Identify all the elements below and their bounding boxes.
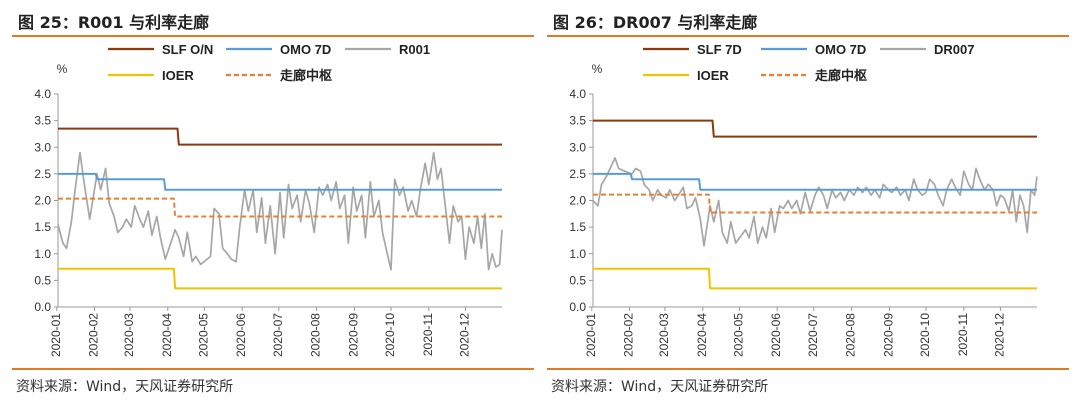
x-tick-label: 2020-01 xyxy=(49,313,63,357)
y-tick-label: 1.0 xyxy=(569,247,586,261)
y-tick-label: 3.5 xyxy=(34,114,51,128)
x-tick-label: 2020-03 xyxy=(657,313,671,357)
title-rule xyxy=(12,35,534,37)
x-tick-label: 2020-05 xyxy=(731,313,745,357)
y-unit-label: % xyxy=(57,62,68,76)
y-tick-label: 4.0 xyxy=(34,87,51,101)
y-unit-label: % xyxy=(592,62,603,76)
y-tick-label: 2.5 xyxy=(34,167,51,181)
x-tick-label: 2020-04 xyxy=(695,313,709,357)
legend-label: 走廊中枢 xyxy=(280,68,332,83)
x-tick-label: 2020-12 xyxy=(457,313,471,357)
y-tick-label: 1.5 xyxy=(34,220,51,234)
x-tick-label: 2020-11 xyxy=(956,313,970,356)
y-tick-label: 3.0 xyxy=(34,140,51,154)
legend-label: SLF O/N xyxy=(162,42,213,57)
series-line-corridor xyxy=(593,193,1037,214)
x-tick-label: 2020-11 xyxy=(421,313,435,356)
chart-panel-r001: 图 25：R001 与利率走廊 % 0.0 0.5 1.0 1.5 2.0 2.5 3.0 3.… xyxy=(12,0,534,402)
source-note: 资料来源：Wind，天风证券研究所 xyxy=(16,379,234,395)
series-line-ioer xyxy=(593,267,1037,290)
y-tick-label: 2.5 xyxy=(569,167,586,181)
y-tick-label: 0.0 xyxy=(569,300,586,314)
legend-rate: R001 xyxy=(345,42,430,57)
title-rule xyxy=(547,35,1069,37)
source-note: 资料来源：Wind，天风证券研究所 xyxy=(551,379,769,395)
x-tick-label: 2020-02 xyxy=(87,313,101,357)
x-tick-label: 2020-10 xyxy=(383,313,397,357)
legend-label: OMO 7D xyxy=(280,42,331,57)
legend-label: R001 xyxy=(399,42,430,57)
legend-slf: SLF 7D xyxy=(643,42,742,57)
r001-corridor-chart: % 0.0 0.5 1.0 1.5 2.0 2.5 3.0 3.5 4.0 2020-01 2020-… xyxy=(34,42,503,357)
x-tick-label: 2020-06 xyxy=(234,313,248,357)
y-tick-label: 0.5 xyxy=(34,273,51,287)
legend-label: OMO 7D xyxy=(815,42,866,57)
series-line-rate xyxy=(57,151,503,271)
source-rule xyxy=(547,368,1069,370)
series-line-slf xyxy=(593,119,1037,138)
series-line-corridor xyxy=(58,197,502,218)
source-rule xyxy=(12,368,534,370)
legend-label: IOER xyxy=(162,68,194,83)
y-tick-label: 1.0 xyxy=(34,247,51,261)
y-tick-label: 3.0 xyxy=(569,140,586,154)
x-tick-label: 2020-02 xyxy=(622,313,636,357)
legend-label: DR007 xyxy=(934,42,974,57)
y-tick-label: 4.0 xyxy=(569,87,586,101)
series-line-slf xyxy=(58,127,502,146)
x-tick-label: 2020-12 xyxy=(992,313,1006,357)
y-tick-label: 0.5 xyxy=(569,273,586,287)
legend-ioer: IOER xyxy=(108,68,194,83)
x-tick-label: 2020-08 xyxy=(844,313,858,357)
series-line-ioer xyxy=(58,267,502,290)
x-tick-label: 2020-07 xyxy=(271,313,285,357)
dr007-corridor-chart: % 0.0 0.5 1.0 1.5 2.0 2.5 3.0 3.5 4.0 2020-01 2020-… xyxy=(569,42,1038,357)
x-tick-label: 2020-09 xyxy=(346,313,360,357)
legend-omo: OMO 7D xyxy=(761,42,866,57)
x-tick-label: 2020-07 xyxy=(806,313,820,357)
x-tick-label: 2020-01 xyxy=(584,313,598,357)
x-tick-label: 2020-05 xyxy=(196,313,210,357)
chart-panel-dr007: 图 26：DR007 与利率走廊 % 0.0 0.5 1.0 1.5 2.0 2.5 3.0 3… xyxy=(547,0,1069,402)
x-tick-label: 2020-08 xyxy=(309,313,323,357)
legend-label: 走廊中枢 xyxy=(815,68,867,83)
legend-slf: SLF O/N xyxy=(108,42,213,57)
figure-title: 图 26：DR007 与利率走廊 xyxy=(553,13,758,32)
legend-corridor: 走廊中枢 xyxy=(761,68,867,83)
legend-label: SLF 7D xyxy=(697,42,742,57)
legend-corridor: 走廊中枢 xyxy=(226,68,332,83)
figure-title: 图 25：R001 与利率走廊 xyxy=(18,13,210,32)
x-tick-label: 2020-09 xyxy=(881,313,895,357)
series-line-rate xyxy=(592,157,1038,247)
x-tick-label: 2020-04 xyxy=(160,313,174,357)
legend-omo: OMO 7D xyxy=(226,42,331,57)
y-tick-label: 3.5 xyxy=(569,114,586,128)
y-tick-label: 2.0 xyxy=(569,194,586,208)
x-tick-label: 2020-10 xyxy=(918,313,932,357)
y-tick-label: 2.0 xyxy=(34,194,51,208)
legend-label: IOER xyxy=(697,68,729,83)
legend-rate: DR007 xyxy=(880,42,974,57)
series-line-omo xyxy=(58,172,502,191)
legend-ioer: IOER xyxy=(643,68,729,83)
y-tick-label: 0.0 xyxy=(34,300,51,314)
series-line-omo xyxy=(593,172,1037,191)
x-tick-label: 2020-06 xyxy=(769,313,783,357)
x-tick-label: 2020-03 xyxy=(122,313,136,357)
y-tick-label: 1.5 xyxy=(569,220,586,234)
